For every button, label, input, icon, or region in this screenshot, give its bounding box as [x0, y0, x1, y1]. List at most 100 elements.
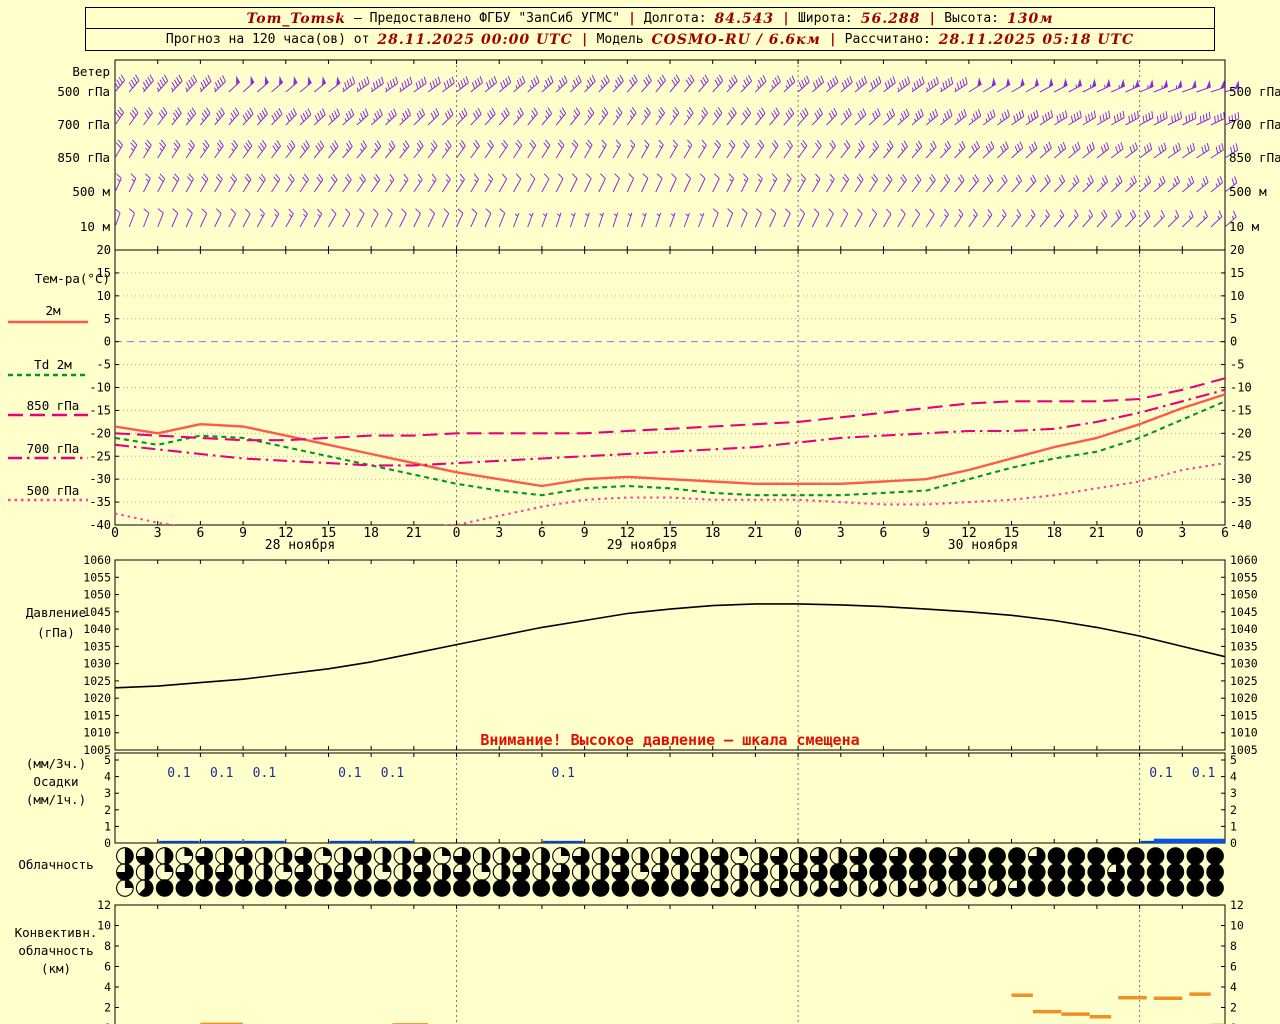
panel-borders [114, 59, 1226, 1024]
svg-text:1015: 1015 [83, 708, 111, 722]
svg-text:0: 0 [1230, 335, 1237, 349]
svg-text:0.1: 0.1 [253, 766, 276, 781]
wind-level-850hpa-right: 850 гПа [1229, 150, 1280, 165]
convective-panel-title-1: Конвективн. [14, 925, 98, 940]
wind-level-500hpa-left: 500 гПа [57, 84, 110, 99]
svg-text:20: 20 [1230, 243, 1244, 257]
wind-level-500m-right: 500 м [1229, 184, 1267, 199]
svg-text:1045: 1045 [83, 605, 111, 619]
svg-text:9: 9 [239, 526, 247, 541]
svg-text:-5: -5 [97, 358, 111, 372]
date-label-30nov: 30 ноября [947, 538, 1019, 553]
svg-text:-10: -10 [1230, 381, 1252, 395]
svg-text:-10: -10 [89, 381, 111, 395]
svg-text:8: 8 [1230, 939, 1237, 953]
temperature-panel-title: Тем-ра(°C) [34, 271, 110, 286]
svg-text:1005: 1005 [83, 743, 111, 757]
pressure-panel-unit: (гПа) [37, 625, 75, 640]
svg-text:6: 6 [1230, 960, 1237, 974]
date-label-29nov: 29 ноября [606, 538, 678, 553]
svg-text:8: 8 [104, 939, 111, 953]
svg-text:1030: 1030 [83, 657, 111, 671]
svg-text:-25: -25 [89, 449, 111, 463]
svg-text:-20: -20 [89, 426, 111, 440]
svg-text:20: 20 [97, 243, 111, 257]
svg-text:0.1: 0.1 [210, 766, 233, 781]
svg-text:1045: 1045 [1230, 605, 1258, 619]
precipitation: 0.1 0.1 0.1 0.1 0.1 0.1 0.1 0.1 [158, 766, 1225, 843]
forecast-label: Прогноз на 120 часа(ов) от [165, 32, 370, 47]
convective-panel-unit: (км) [40, 961, 72, 976]
svg-text:1035: 1035 [83, 639, 111, 653]
calculated-value: 28.11.2025 05:18 UTC [938, 31, 1135, 48]
svg-text:2: 2 [104, 1001, 111, 1015]
provider-text: — Предоставлено ФГБУ "ЗапСиб УГМС" [353, 11, 621, 26]
svg-text:3: 3 [837, 526, 845, 541]
svg-text:0: 0 [1230, 1021, 1237, 1024]
precip-unit-3h: (мм/3ч.) [25, 756, 87, 771]
svg-text:1005: 1005 [1230, 743, 1258, 757]
latitude-value: 56.288 [860, 10, 921, 27]
svg-text:3: 3 [1178, 526, 1186, 541]
svg-text:4: 4 [1230, 770, 1237, 784]
legend-t2m-label: 2м [45, 303, 61, 318]
gridlines [115, 60, 1225, 1024]
svg-text:1050: 1050 [83, 588, 111, 602]
separator: | [580, 32, 589, 47]
svg-text:-35: -35 [1230, 495, 1252, 509]
svg-text:9: 9 [922, 526, 930, 541]
convective-segments [200, 992, 1225, 1024]
svg-text:6: 6 [1221, 526, 1229, 541]
wind-barbs [114, 74, 1240, 228]
svg-text:6: 6 [196, 526, 204, 541]
svg-text:10: 10 [97, 289, 111, 303]
wind-level-700hpa-right: 700 гПа [1229, 117, 1280, 132]
svg-text:2: 2 [1230, 803, 1237, 817]
svg-text:-20: -20 [1230, 426, 1252, 440]
svg-text:6: 6 [538, 526, 546, 541]
longitude-label: Долгота: [643, 11, 707, 26]
temperature-series [115, 377, 1225, 525]
svg-text:1015: 1015 [1230, 708, 1258, 722]
svg-text:1060: 1060 [1230, 553, 1258, 567]
svg-text:6: 6 [880, 526, 888, 541]
wind-barb-row-4 [114, 208, 1237, 228]
svg-text:0: 0 [453, 526, 461, 541]
svg-text:12: 12 [961, 526, 977, 541]
svg-text:1010: 1010 [1230, 726, 1258, 740]
svg-text:5: 5 [104, 753, 111, 767]
svg-text:1040: 1040 [1230, 622, 1258, 636]
convective-panel-title-2: облачность [18, 943, 94, 958]
separator: | [928, 11, 937, 26]
wind-level-500hpa-right: 500 гПа [1229, 84, 1280, 99]
svg-text:-25: -25 [1230, 449, 1252, 463]
svg-text:18: 18 [363, 526, 379, 541]
svg-text:15: 15 [321, 526, 337, 541]
legend-td2m-label: Td 2м [34, 357, 72, 372]
wind-barb-row-0 [114, 74, 1240, 93]
svg-text:0: 0 [104, 836, 111, 850]
svg-text:-40: -40 [89, 518, 111, 532]
header-row-2: Прогноз на 120 часа(ов) от 28.11.2025 00… [85, 28, 1215, 51]
svg-text:0.1: 0.1 [381, 766, 404, 781]
wind-barb-row-3 [114, 173, 1238, 193]
svg-text:18: 18 [705, 526, 721, 541]
svg-text:0: 0 [111, 526, 119, 541]
svg-text:10: 10 [97, 919, 111, 933]
svg-text:-40: -40 [1230, 518, 1252, 532]
svg-text:0: 0 [104, 1021, 111, 1024]
legend-850hpa-label: 850 гПа [26, 398, 80, 413]
svg-text:1: 1 [104, 819, 111, 833]
high-pressure-warning: Внимание! Высокое давление — шкала смеще… [480, 731, 860, 749]
svg-text:3: 3 [1230, 786, 1237, 800]
svg-text:12: 12 [619, 526, 635, 541]
wind-level-10m-right: 10 м [1229, 219, 1260, 234]
svg-text:4: 4 [1230, 980, 1237, 994]
svg-text:-35: -35 [89, 495, 111, 509]
wind-panel-title: Ветер [72, 64, 110, 79]
svg-text:21: 21 [748, 526, 764, 541]
svg-text:5: 5 [1230, 753, 1237, 767]
svg-text:1040: 1040 [83, 622, 111, 636]
